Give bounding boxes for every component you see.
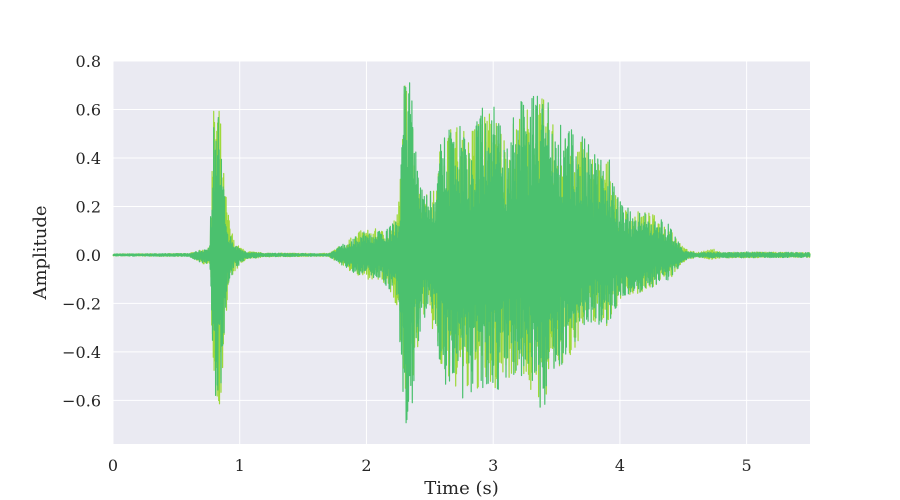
- y-tick-label: 0.0: [76, 246, 101, 265]
- y-tick-label: −0.2: [62, 294, 101, 313]
- x-tick-label: 1: [235, 456, 245, 475]
- x-tick-label: 0: [108, 456, 118, 475]
- x-tick-label: 2: [361, 456, 371, 475]
- x-axis-label: Time (s): [424, 478, 499, 499]
- series-group: [112, 82, 811, 424]
- y-tick-label: 0.4: [76, 149, 101, 168]
- waveform-series-2: [112, 82, 811, 424]
- x-tick-label: 3: [488, 456, 498, 475]
- x-tick-labels: 0 1 2 3 4 5: [108, 456, 752, 475]
- y-tick-label: 0.8: [76, 52, 101, 71]
- y-tick-label: −0.4: [62, 343, 101, 362]
- y-tick-label: −0.6: [62, 391, 101, 410]
- y-tick-labels: 0.8 0.6 0.4 0.2 0.0 −0.2 −0.4 −0.6: [62, 52, 101, 410]
- y-tick-label: 0.6: [76, 100, 101, 119]
- x-tick-label: 5: [742, 456, 752, 475]
- y-axis-label: Amplitude: [30, 205, 51, 300]
- y-tick-label: 0.2: [76, 197, 101, 216]
- x-tick-label: 4: [615, 456, 625, 475]
